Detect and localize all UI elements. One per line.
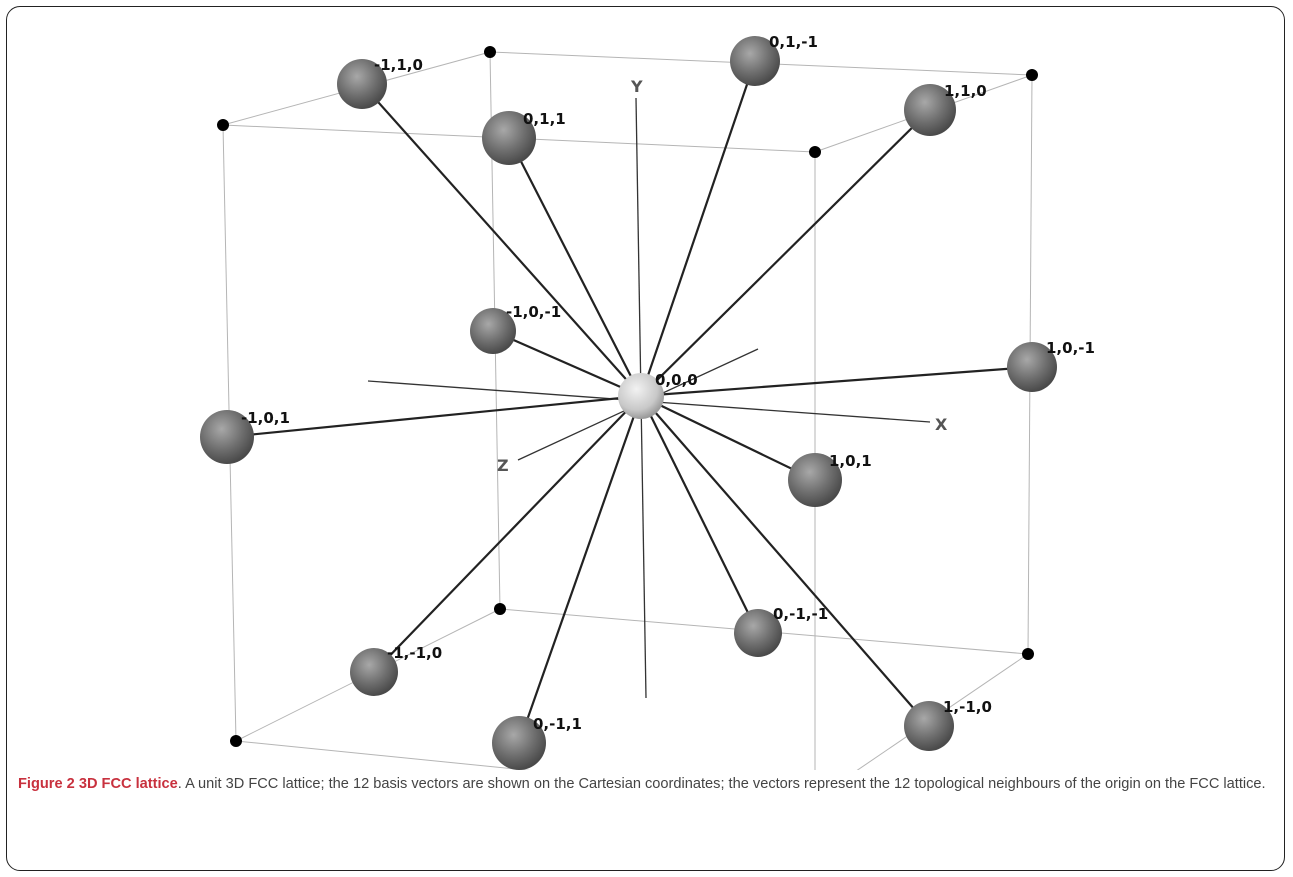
corner-dot: [494, 603, 506, 615]
corner-dot: [1022, 648, 1034, 660]
vector-0-m1-m1: [640, 395, 759, 634]
figure-caption-text: . A unit 3D FCC lattice; the 12 basis ve…: [177, 776, 1266, 792]
sphere-1-1-0: [904, 84, 956, 136]
vector-0-1-m1: [639, 60, 757, 397]
label-m1-0-m1: -1,0,-1: [506, 303, 561, 321]
sphere-m1-m1-0: [350, 648, 398, 696]
sphere-1-0-1: [788, 453, 842, 507]
figure-label: Figure 2: [18, 776, 75, 792]
sphere-0-1-m1: [730, 36, 780, 86]
basis-vectors: [226, 60, 1033, 744]
vector-1-0-m1: [640, 365, 1033, 398]
label-origin: 0,0,0: [655, 371, 698, 389]
figure-caption: Figure 2 3D FCC lattice. A unit 3D FCC l…: [18, 774, 1280, 794]
corner-dot: [217, 119, 229, 131]
sphere-m1-1-0: [337, 59, 387, 109]
sphere-0-m1-m1: [734, 609, 782, 657]
z-axis-label: Z: [497, 456, 509, 475]
vector-0-1-1: [508, 137, 642, 397]
vector-1-0-1: [640, 395, 816, 481]
vector-m1-0-m1: [492, 329, 642, 398]
label-m1-m1-0: -1,-1,0: [387, 644, 442, 662]
sphere-0-1-1: [482, 111, 536, 165]
vector-1-1-0: [640, 109, 931, 397]
sphere-1-0-m1: [1007, 342, 1057, 392]
label-1-m1-0: 1,-1,0: [943, 698, 992, 716]
cube-corner-dots: [217, 46, 1038, 747]
fcc-lattice-figure: Y X Z: [200, 33, 1095, 770]
label-1-0-m1: 1,0,-1: [1046, 339, 1095, 357]
vector-1-m1-0: [640, 395, 930, 727]
corner-dot: [484, 46, 496, 58]
corner-dot: [1026, 69, 1038, 81]
vector-m1-m1-0: [373, 395, 642, 673]
corner-dot: [230, 735, 242, 747]
x-axis-label: X: [935, 415, 948, 434]
sphere-0-m1-1: [492, 716, 546, 770]
label-0-1-m1: 0,1,-1: [769, 33, 818, 51]
vector-m1-0-1: [226, 394, 642, 439]
origin-sphere: [618, 373, 664, 419]
figure-title: 3D FCC lattice: [78, 776, 178, 792]
label-1-1-0: 1,1,0: [944, 82, 987, 100]
corner-dot: [809, 146, 821, 158]
vector-m1-1-0: [361, 83, 642, 397]
label-0-1-1: 0,1,1: [523, 110, 566, 128]
y-axis-label: Y: [630, 77, 643, 96]
sphere-m1-0-m1: [470, 308, 516, 354]
sphere-1-m1-0: [904, 701, 954, 751]
label-m1-0-1: -1,0,1: [241, 409, 290, 427]
sphere-m1-0-1: [200, 410, 254, 464]
label-0-m1-m1: 0,-1,-1: [773, 605, 828, 623]
label-m1-1-0: -1,1,0: [374, 56, 423, 74]
neighbour-spheres: [200, 36, 1057, 770]
label-1-0-1: 1,0,1: [829, 452, 872, 470]
label-0-m1-1: 0,-1,1: [533, 715, 582, 733]
vector-0-m1-1: [517, 395, 643, 744]
